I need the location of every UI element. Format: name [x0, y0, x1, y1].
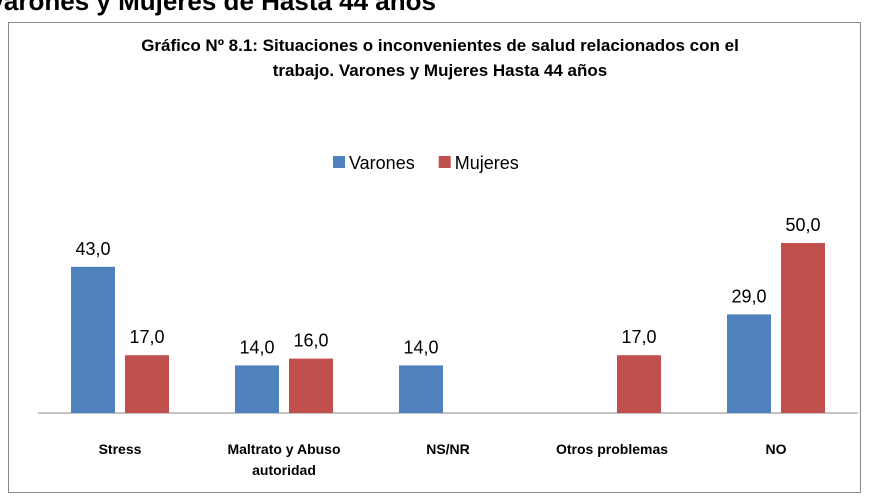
x-tick-label: Stress	[98, 441, 142, 457]
legend-label: Varones	[349, 153, 415, 173]
x-tick-label: Maltrato y Abuso autoridad	[227, 441, 341, 478]
bar	[727, 314, 771, 413]
bar	[399, 365, 443, 413]
bar	[125, 355, 169, 413]
bar	[289, 358, 333, 413]
bar	[71, 266, 115, 413]
chart-frame	[8, 22, 861, 493]
legend-label: Mujeres	[455, 153, 519, 173]
legend-swatch	[438, 156, 451, 168]
page-heading: Varones y Mujeres de Hasta 44 años	[0, 0, 436, 16]
data-label: 43,0	[75, 239, 110, 259]
data-label: 17,0	[129, 327, 164, 347]
x-tick-label: NS/NR	[426, 441, 470, 457]
chart-title: Gráfico Nº 8.1: Situaciones o inconvenie…	[141, 36, 739, 80]
x-tick-label: NO	[765, 441, 787, 457]
data-label: 17,0	[621, 327, 656, 347]
bar	[235, 365, 279, 413]
bar	[781, 243, 825, 413]
data-label: 29,0	[731, 286, 766, 306]
data-label: 14,0	[239, 337, 274, 357]
data-label: 14,0	[403, 337, 438, 357]
legend-swatch	[333, 156, 345, 168]
x-tick-label: Otros problemas	[555, 441, 669, 457]
data-label: 16,0	[293, 331, 328, 351]
bar	[617, 355, 661, 413]
data-label: 50,0	[785, 215, 820, 235]
